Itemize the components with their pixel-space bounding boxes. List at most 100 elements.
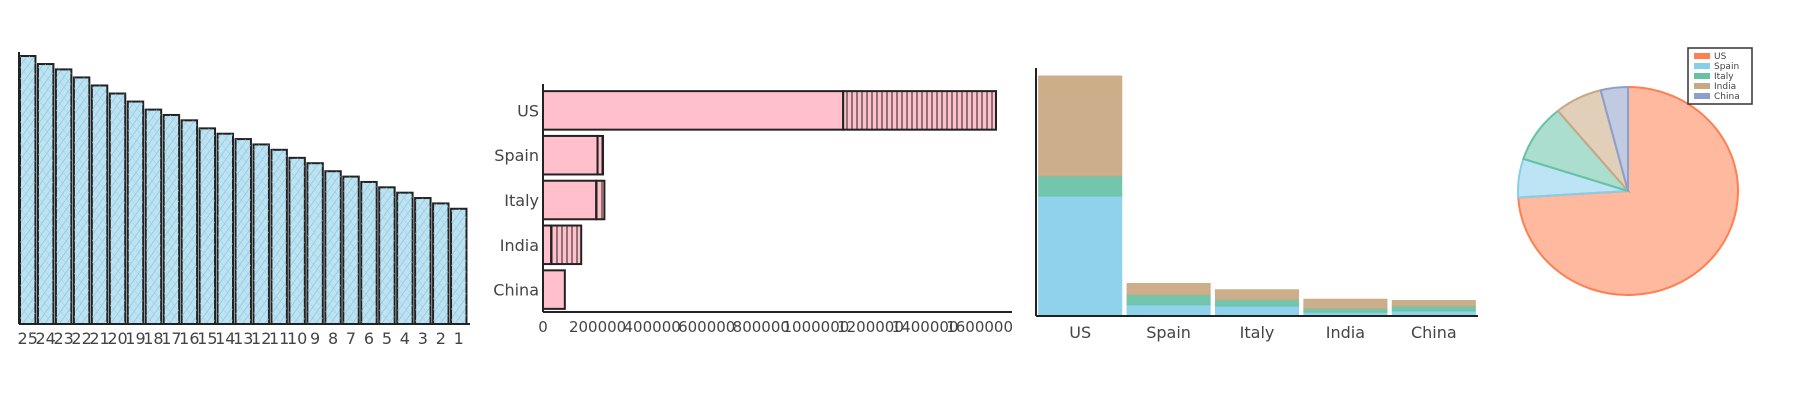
bar-segment [1126, 283, 1211, 296]
bar-hatch [163, 114, 180, 325]
x-tick-label: 400000 [624, 318, 681, 336]
pie-slice [1599, 85, 1629, 192]
bar-hatch [55, 69, 72, 325]
x-tick-label: 15 [197, 329, 217, 348]
bar-hatch [397, 192, 413, 324]
bar-hatch [433, 203, 449, 324]
x-tick-label: 25 [18, 329, 38, 348]
bar-hatch [235, 139, 251, 324]
bar-hatch [379, 187, 395, 324]
bar-hatch [127, 101, 144, 324]
x-tick-label: 11 [269, 329, 289, 348]
y-tick-label: US [517, 101, 539, 120]
bar-hatch [109, 93, 126, 325]
bar-hatch [361, 181, 377, 324]
x-tick-label: 5 [382, 329, 392, 348]
x-tick-label: 18 [143, 329, 163, 348]
x-tick-label: 19 [125, 329, 145, 348]
legend-swatch [1694, 63, 1710, 69]
legend-swatch [1694, 53, 1710, 59]
bar-hatch [253, 144, 269, 324]
bar-segment [1126, 304, 1211, 317]
bar-hatch [451, 208, 467, 324]
bar-hatch [91, 85, 108, 324]
legend-label: China [1714, 92, 1740, 102]
bar-segment [1303, 298, 1388, 309]
legend-label: India [1714, 82, 1736, 92]
bar-segment [1038, 175, 1123, 197]
bar-hatch [199, 128, 216, 324]
bar-hatch [415, 198, 431, 324]
bar-hatch [271, 149, 287, 324]
bar-segment [1126, 294, 1211, 306]
bar-hatch [73, 77, 90, 324]
stacked-bar-chart: US Spain Italy India China [1035, 68, 1478, 342]
legend-swatch [1694, 73, 1710, 79]
bar-segment [1038, 75, 1123, 177]
bar-hatch [20, 56, 36, 324]
legend-swatch [1694, 83, 1710, 89]
bar-segment [1214, 299, 1300, 307]
bar-hatched [595, 179, 606, 221]
y-tick-label: India [500, 236, 539, 255]
bar-segment [1214, 305, 1300, 317]
x-tick-label: 10 [287, 329, 307, 348]
bar-hatch [181, 120, 198, 324]
x-tick-label: 14 [215, 329, 235, 348]
x-tick-label: 200000 [569, 318, 626, 336]
x-tick-label: 23 [53, 329, 73, 348]
bar-segment [1391, 305, 1476, 312]
x-tick-label: 13 [233, 329, 253, 348]
x-tick-label: 1600000 [946, 318, 1013, 336]
x-tick-label: Italy [1240, 323, 1275, 342]
x-tick-label: 9 [310, 329, 320, 348]
x-tick-label: 21 [89, 329, 109, 348]
x-tick-label: 1 [454, 329, 464, 348]
bar-segment [1303, 308, 1388, 313]
x-tick-label: 12 [251, 329, 271, 348]
y-tick-label: China [493, 281, 539, 300]
x-tick-label: 3 [418, 329, 428, 348]
bar-hatched [596, 134, 605, 176]
bar-solid [542, 134, 599, 176]
y-tick-label: Italy [504, 191, 539, 210]
x-tick-label: 8 [328, 329, 338, 348]
bar-hatch [325, 171, 341, 324]
x-tick-label: 20 [107, 329, 127, 348]
x-tick-label: 1400000 [892, 318, 959, 336]
legend-label: Italy [1714, 72, 1734, 82]
x-tick-label: Spain [1146, 323, 1191, 342]
bar-hatched [842, 90, 997, 131]
legend-label: US [1714, 52, 1727, 62]
bar-hatch [145, 109, 162, 324]
bar-hatch [217, 133, 234, 324]
bar-segment [1038, 195, 1123, 317]
horizontal-bar-chart: US Spain Italy India China 0 20000040000060000… [493, 84, 1013, 336]
legend-swatch [1694, 93, 1710, 99]
bar-segment [1391, 300, 1476, 307]
x-tick-label: India [1326, 323, 1365, 342]
x-tick-label: 22 [71, 329, 91, 348]
bar-hatch [37, 64, 54, 324]
x-tick-label: 17 [161, 329, 181, 348]
bar-solid [542, 90, 845, 131]
bar-hatched [550, 224, 583, 266]
bar-hatch [307, 163, 323, 324]
x-tick-label: China [1411, 323, 1457, 342]
x-tick-label: US [1069, 323, 1091, 342]
x-tick-label: 2 [436, 329, 446, 348]
bar-hatch [289, 157, 305, 324]
bar-segment [1214, 289, 1300, 301]
x-tick-label: 600000 [678, 318, 735, 336]
y-tick-label: Spain [494, 146, 539, 165]
x-tick-label: 800000 [733, 318, 790, 336]
bar-solid [542, 224, 553, 266]
x-tick-label: 16 [179, 329, 199, 348]
x-tick-label: 1000000 [782, 318, 849, 336]
bar-solid [542, 179, 598, 221]
x-tick-label: 24 [36, 329, 56, 348]
x-tick-label: 7 [346, 329, 356, 348]
